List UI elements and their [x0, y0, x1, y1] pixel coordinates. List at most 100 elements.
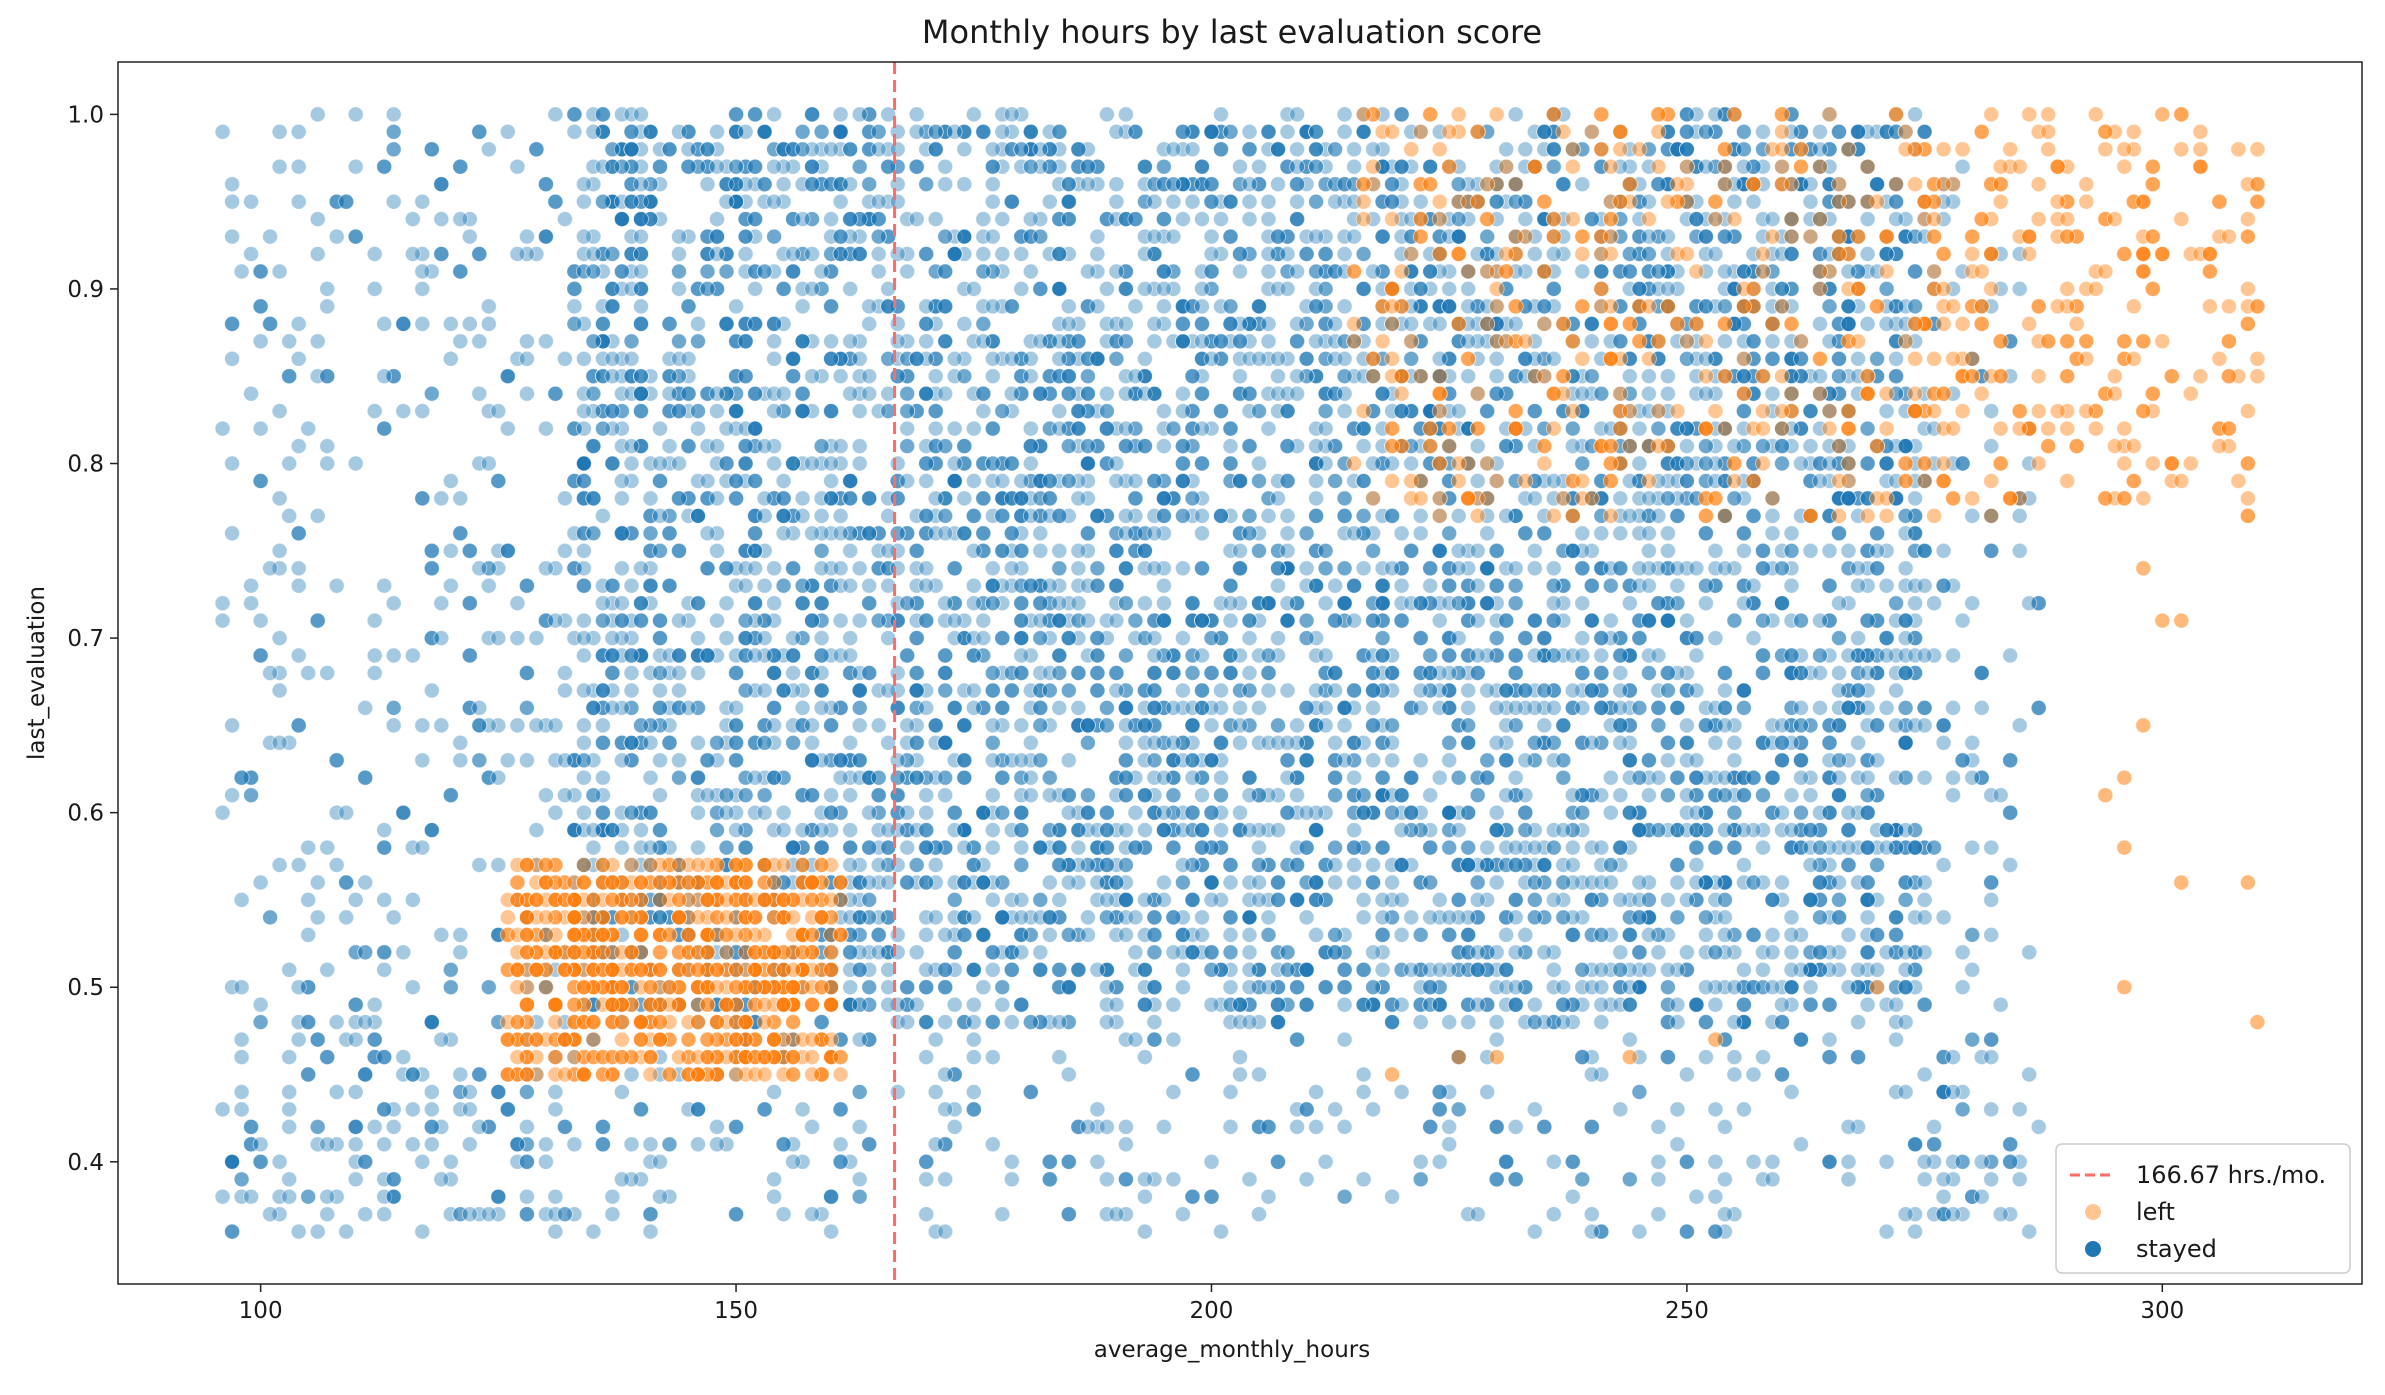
stayed-point — [737, 630, 754, 646]
stayed-point — [1156, 420, 1172, 437]
stayed-point — [956, 717, 973, 734]
stayed-point — [1631, 280, 1648, 297]
stayed-point — [1156, 158, 1172, 175]
stayed-point — [1051, 246, 1068, 262]
stayed-point — [1175, 403, 1191, 420]
stayed-point — [1213, 333, 1229, 350]
stayed-point — [842, 176, 859, 193]
stayed-point — [1821, 577, 1838, 594]
stayed-point — [1602, 804, 1619, 821]
stayed-point — [1621, 804, 1638, 821]
stayed-point — [937, 734, 954, 751]
stayed-point — [1127, 123, 1144, 140]
stayed-point — [851, 717, 868, 734]
stayed-point — [709, 141, 725, 158]
stayed-point — [994, 769, 1011, 786]
stayed-point — [1308, 927, 1324, 943]
stayed-point — [709, 385, 725, 402]
stayed-point — [747, 106, 763, 123]
stayed-point — [652, 822, 668, 838]
stayed-point — [1070, 595, 1087, 612]
stayed-point — [1631, 193, 1648, 210]
stayed-point — [690, 420, 706, 437]
stayed-point — [1698, 298, 1714, 315]
stayed-point — [918, 577, 935, 594]
stayed-point — [652, 682, 668, 699]
stayed-point — [1888, 927, 1904, 943]
stayed-point — [1812, 874, 1828, 891]
stayed-point — [1080, 438, 1096, 455]
stayed-point — [1289, 176, 1305, 193]
stayed-point — [680, 123, 697, 140]
stayed-point — [1194, 298, 1210, 315]
stayed-point — [1698, 246, 1714, 262]
stayed-point — [946, 700, 963, 716]
stayed-point — [1755, 647, 1771, 664]
stayed-point — [1260, 193, 1277, 210]
stayed-point — [1574, 647, 1591, 664]
stayed-point — [1517, 350, 1534, 367]
stayed-point — [984, 350, 1001, 367]
stayed-point — [823, 350, 839, 367]
stayed-point — [585, 630, 602, 646]
stayed-point — [1621, 246, 1638, 262]
stayed-point — [1498, 961, 1515, 978]
stayed-point — [1660, 682, 1676, 699]
stayed-point — [1260, 508, 1277, 524]
stayed-point — [1156, 263, 1172, 280]
stayed-point — [842, 979, 859, 996]
stayed-point — [1545, 700, 1562, 716]
stayed-point — [851, 752, 868, 769]
stayed-point — [1764, 769, 1781, 786]
stayed-point — [585, 246, 602, 262]
stayed-point — [576, 630, 592, 646]
stayed-point — [1374, 909, 1391, 926]
stayed-point — [1783, 333, 1800, 350]
stayed-point — [946, 455, 963, 472]
stayed-point — [1526, 839, 1543, 856]
stayed-point — [576, 717, 592, 734]
stayed-point — [918, 315, 935, 332]
stayed-point — [1289, 263, 1305, 280]
stayed-point — [1270, 892, 1286, 908]
stayed-point — [1089, 665, 1106, 681]
stayed-point — [652, 909, 668, 926]
stayed-point — [737, 228, 754, 245]
stayed-point — [1460, 368, 1477, 385]
stayed-point — [1060, 368, 1077, 385]
stayed-point — [1469, 473, 1486, 489]
stayed-point — [1507, 368, 1524, 385]
stayed-point — [1374, 979, 1391, 996]
stayed-point — [633, 385, 649, 402]
stayed-point — [785, 263, 801, 280]
stayed-point — [1279, 595, 1296, 612]
stayed-point — [633, 560, 649, 577]
stayed-point — [1108, 874, 1125, 891]
stayed-point — [804, 455, 820, 472]
stayed-point — [946, 944, 963, 961]
stayed-point — [965, 280, 982, 297]
stayed-point — [1840, 298, 1857, 315]
stayed-point — [1289, 333, 1305, 350]
stayed-point — [737, 455, 754, 472]
stayed-point — [1859, 944, 1876, 961]
stayed-point — [1526, 403, 1543, 420]
stayed-point — [1336, 961, 1353, 978]
stayed-point — [1631, 874, 1648, 891]
stayed-point — [1726, 438, 1743, 455]
stayed-point — [1327, 682, 1343, 699]
stayed-point — [1602, 769, 1619, 786]
stayed-point — [623, 438, 640, 455]
stayed-point — [1688, 647, 1705, 664]
stayed-point — [709, 123, 725, 140]
stayed-point — [1251, 542, 1267, 559]
stayed-point — [1127, 508, 1144, 524]
stayed-point — [1013, 909, 1030, 926]
stayed-point — [1859, 804, 1876, 821]
stayed-point — [728, 298, 744, 315]
stayed-point — [1583, 577, 1600, 594]
stayed-point — [1270, 874, 1286, 891]
stayed-point — [794, 490, 811, 507]
stayed-point — [1118, 752, 1134, 769]
stayed-point — [1612, 630, 1629, 646]
